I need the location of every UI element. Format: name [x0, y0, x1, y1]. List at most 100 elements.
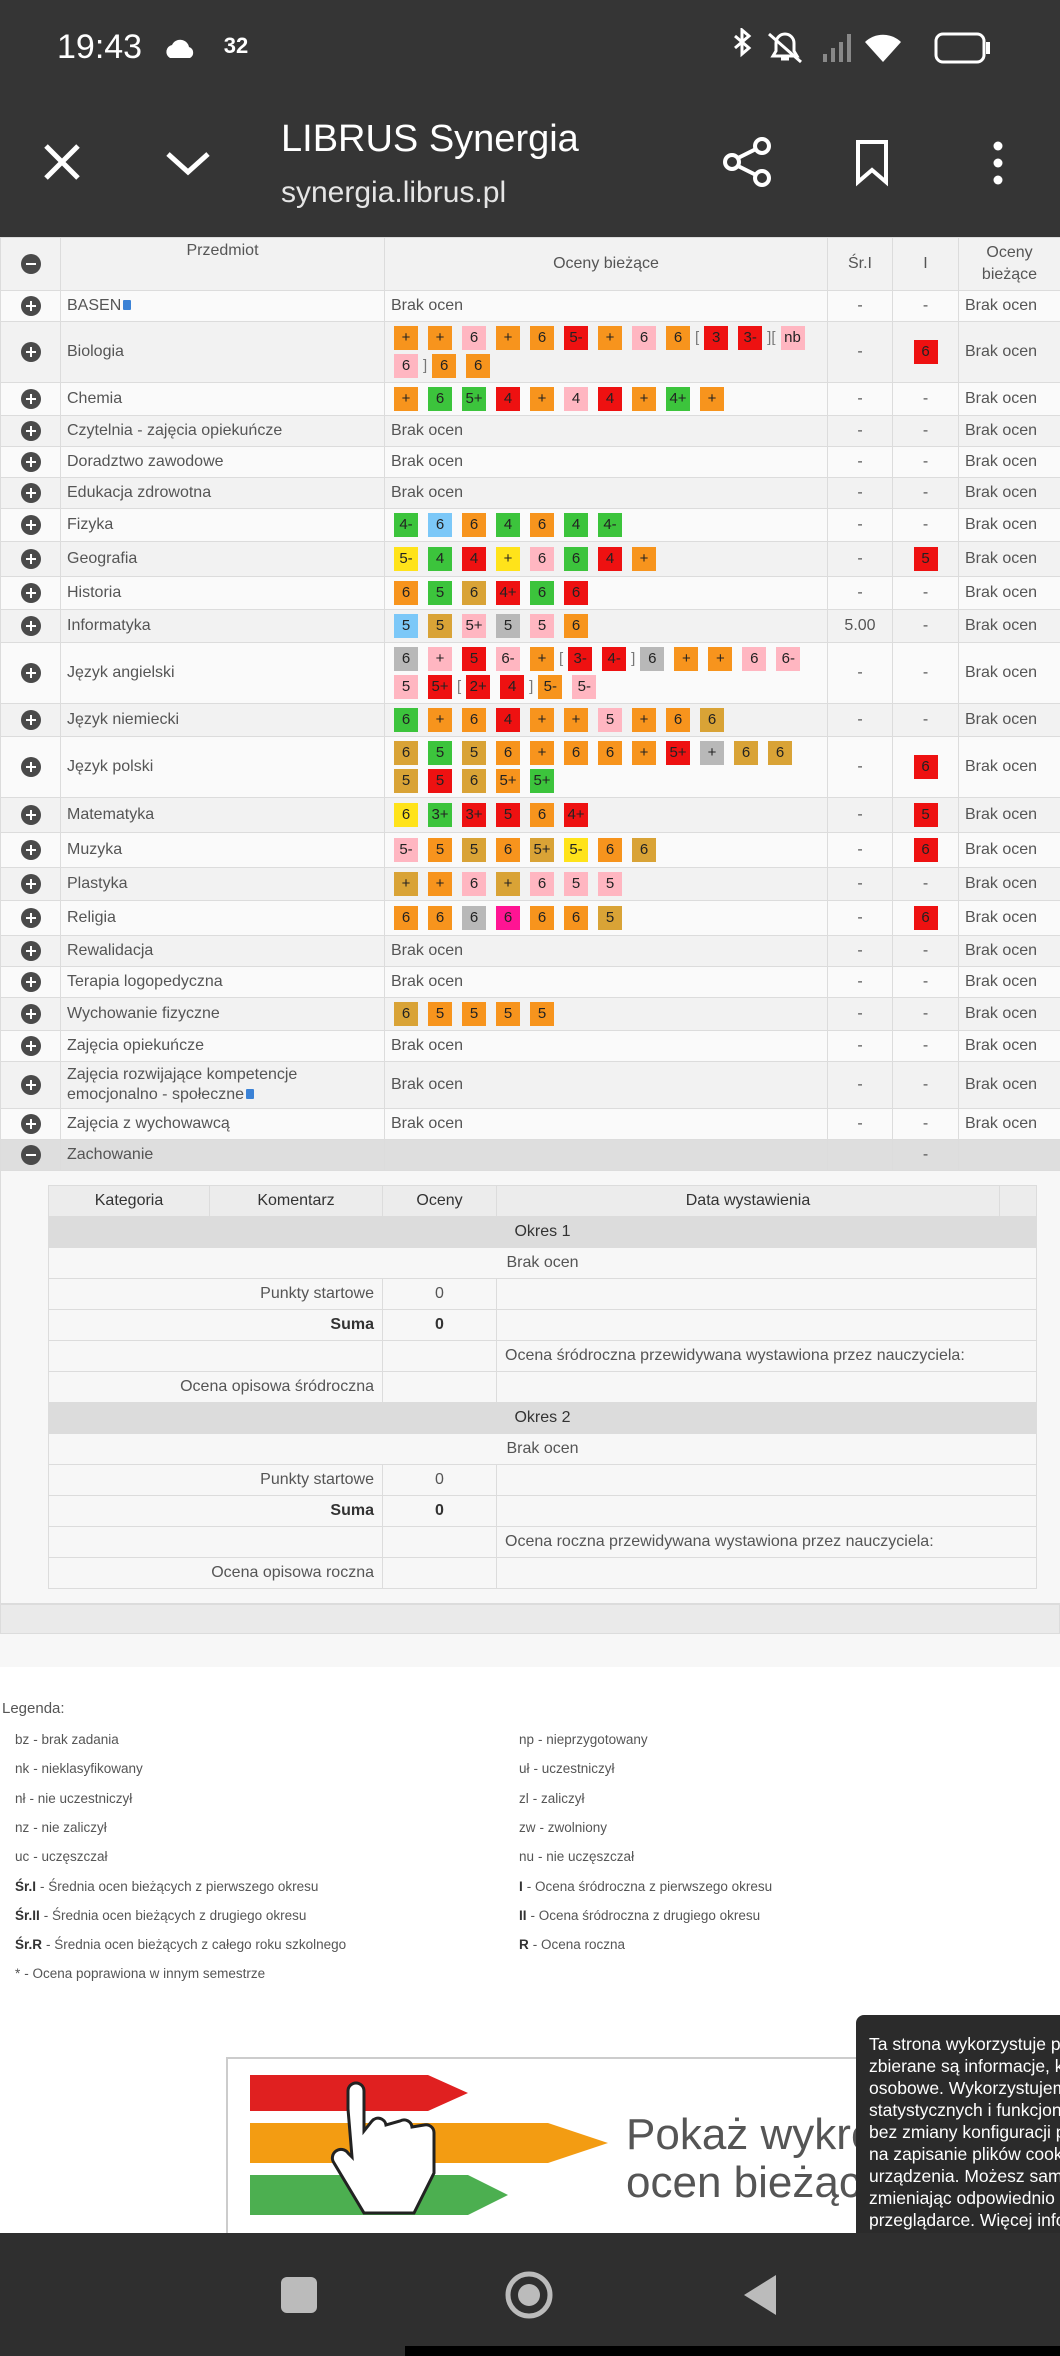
subject-row: Język angielski 6 +5 6- +[3- 4-] 6 + +6 6-5 5+[2+ 4…	[0, 642, 1060, 704]
sum-value: 0	[382, 1309, 497, 1341]
grades-cell	[384, 1139, 828, 1171]
banner-graphic	[250, 2075, 608, 2215]
recent-apps[interactable]	[281, 2277, 317, 2313]
home[interactable]	[505, 2271, 553, 2319]
first-term: -	[922, 516, 929, 533]
subject-row: Czytelnia - zajęcia opiekuńcze Brak ocen -…	[0, 415, 1060, 447]
expand-cell	[0, 703, 61, 737]
average: -	[857, 806, 863, 823]
average: -	[857, 1005, 863, 1022]
expand-cell	[0, 1139, 61, 1171]
final-grades: Brak ocen	[965, 875, 1038, 892]
grade: +	[496, 547, 520, 571]
bracket: ]	[529, 678, 534, 695]
first-term-cell: -	[892, 642, 959, 704]
final-grades: Brak ocen	[965, 973, 1038, 990]
final-cell: Brak ocen	[958, 867, 1060, 901]
grade: +	[496, 872, 520, 896]
average-cell: -	[827, 1108, 893, 1140]
first-term: -	[922, 973, 929, 990]
final-grades: Brak ocen	[965, 1005, 1038, 1022]
legend-abbr: uc	[15, 1849, 30, 1865]
final-grades: Brak ocen	[965, 664, 1038, 681]
close-button[interactable]	[40, 140, 84, 184]
back[interactable]	[744, 2275, 776, 2315]
grade: 5	[530, 614, 554, 638]
period-row: Okres 2	[48, 1402, 1037, 1434]
final-cell: Brak ocen	[958, 477, 1060, 509]
grade: 6	[598, 838, 622, 862]
no-grades: Brak ocen	[391, 973, 464, 990]
legend-item: R- Ocena roczna	[519, 1937, 625, 1952]
no-grades: Brak ocen	[391, 297, 464, 314]
legend-abbr: *	[15, 1966, 21, 1982]
no-grades: Brak ocen	[391, 1115, 464, 1132]
subject-cell: Chemia	[60, 382, 385, 416]
grades-cell: Brak ocen	[384, 1108, 828, 1140]
subject-row: Wychowanie fizyczne 6 5 5 5 5- - Brak ocen	[0, 997, 1060, 1031]
grade: +	[530, 708, 554, 732]
subject-cell: Zajęcia rozwijające kompetencje emocjona…	[60, 1061, 385, 1109]
expand-cell	[0, 797, 61, 833]
legend-item: nu - nie uczęszczał	[519, 1849, 634, 1864]
cookie-line: statystycznych i funkcjona	[869, 2100, 1060, 2120]
expand-cell	[0, 867, 61, 901]
subject-cell: Matematyka	[60, 797, 385, 833]
status-time: 19:43	[57, 28, 143, 66]
grades-cell: Brak ocen	[384, 935, 828, 967]
grade: 4+	[564, 803, 588, 827]
legend-item: np - nieprzygotowany	[519, 1732, 648, 1747]
average: -	[857, 1076, 863, 1093]
subject-name: BASEN	[67, 297, 122, 314]
subject-cell: Biologia	[60, 321, 385, 383]
average: -	[857, 664, 863, 681]
legend-text: - nie uczęszczał	[538, 1849, 635, 1865]
subject-cell: Język polski	[60, 736, 385, 798]
first-term-cell: -	[892, 703, 959, 737]
sum-label: Suma	[48, 1495, 383, 1527]
empty-cell	[496, 1371, 1037, 1403]
grade: 6	[564, 547, 588, 571]
empty-cell	[382, 1526, 497, 1558]
grade: 4	[500, 675, 525, 699]
first-term-cell: -	[892, 508, 959, 542]
cookie-line: zmieniając odpowiednio u	[869, 2188, 1060, 2208]
first-term: -	[922, 484, 929, 501]
subject-name: Zajęcia rozwijające kompetencje emocjona…	[67, 1066, 298, 1103]
final-cell: Brak ocen	[958, 797, 1060, 833]
grade: 6	[428, 387, 452, 411]
period-title: Okres 2	[48, 1402, 1037, 1434]
first-term: -	[922, 422, 929, 439]
period-row: Ocena opisowa roczna	[48, 1557, 1037, 1589]
expand-cell	[0, 997, 61, 1031]
legend-text: - nie zaliczył	[33, 1819, 107, 1835]
average-cell: -	[827, 576, 893, 610]
top-bars: 19:43 32 LIBRUS Synergia synergia.librus…	[0, 0, 1060, 237]
legend-text: - Ocena śródroczna z drugiego okresu	[530, 1907, 761, 1923]
expand-icon	[20, 840, 41, 860]
subject-row: Matematyka 6 3+ 3+ 5 6 4+ -5 Brak ocen	[0, 797, 1060, 833]
expand-cell	[0, 1108, 61, 1140]
share-button[interactable]	[722, 136, 774, 188]
grade: 2+	[466, 675, 491, 699]
forecast: Ocena śródroczna przewidywana wystawiona…	[496, 1340, 1037, 1372]
menu-chevron[interactable]	[164, 148, 212, 178]
legend-text: - Ocena roczna	[532, 1937, 626, 1953]
period-row: Okres 1	[48, 1216, 1037, 1248]
header-cell: Przedmiot	[60, 237, 385, 291]
final-cell: Brak ocen	[958, 997, 1060, 1031]
legend-item: Śr.II - Średnia ocen bieżących z drugiego…	[15, 1908, 306, 1923]
subject-row: Plastyka + +6 +6 5 5- - Brak ocen	[0, 867, 1060, 901]
subject-cell: Terapia logopedyczna	[60, 966, 385, 998]
more-button[interactable]	[988, 138, 1008, 188]
expand-cell	[0, 321, 61, 383]
expand-icon	[20, 1075, 41, 1095]
grade: +	[530, 387, 554, 411]
bookmark-button[interactable]	[852, 138, 892, 188]
cookie-line: przetwarzania Twoich dan	[869, 2231, 1060, 2233]
grade: 5+	[496, 769, 520, 793]
grade: 6	[640, 647, 665, 671]
grade: 6	[530, 906, 554, 930]
grade: 4	[598, 387, 622, 411]
average-cell: -	[827, 935, 893, 967]
